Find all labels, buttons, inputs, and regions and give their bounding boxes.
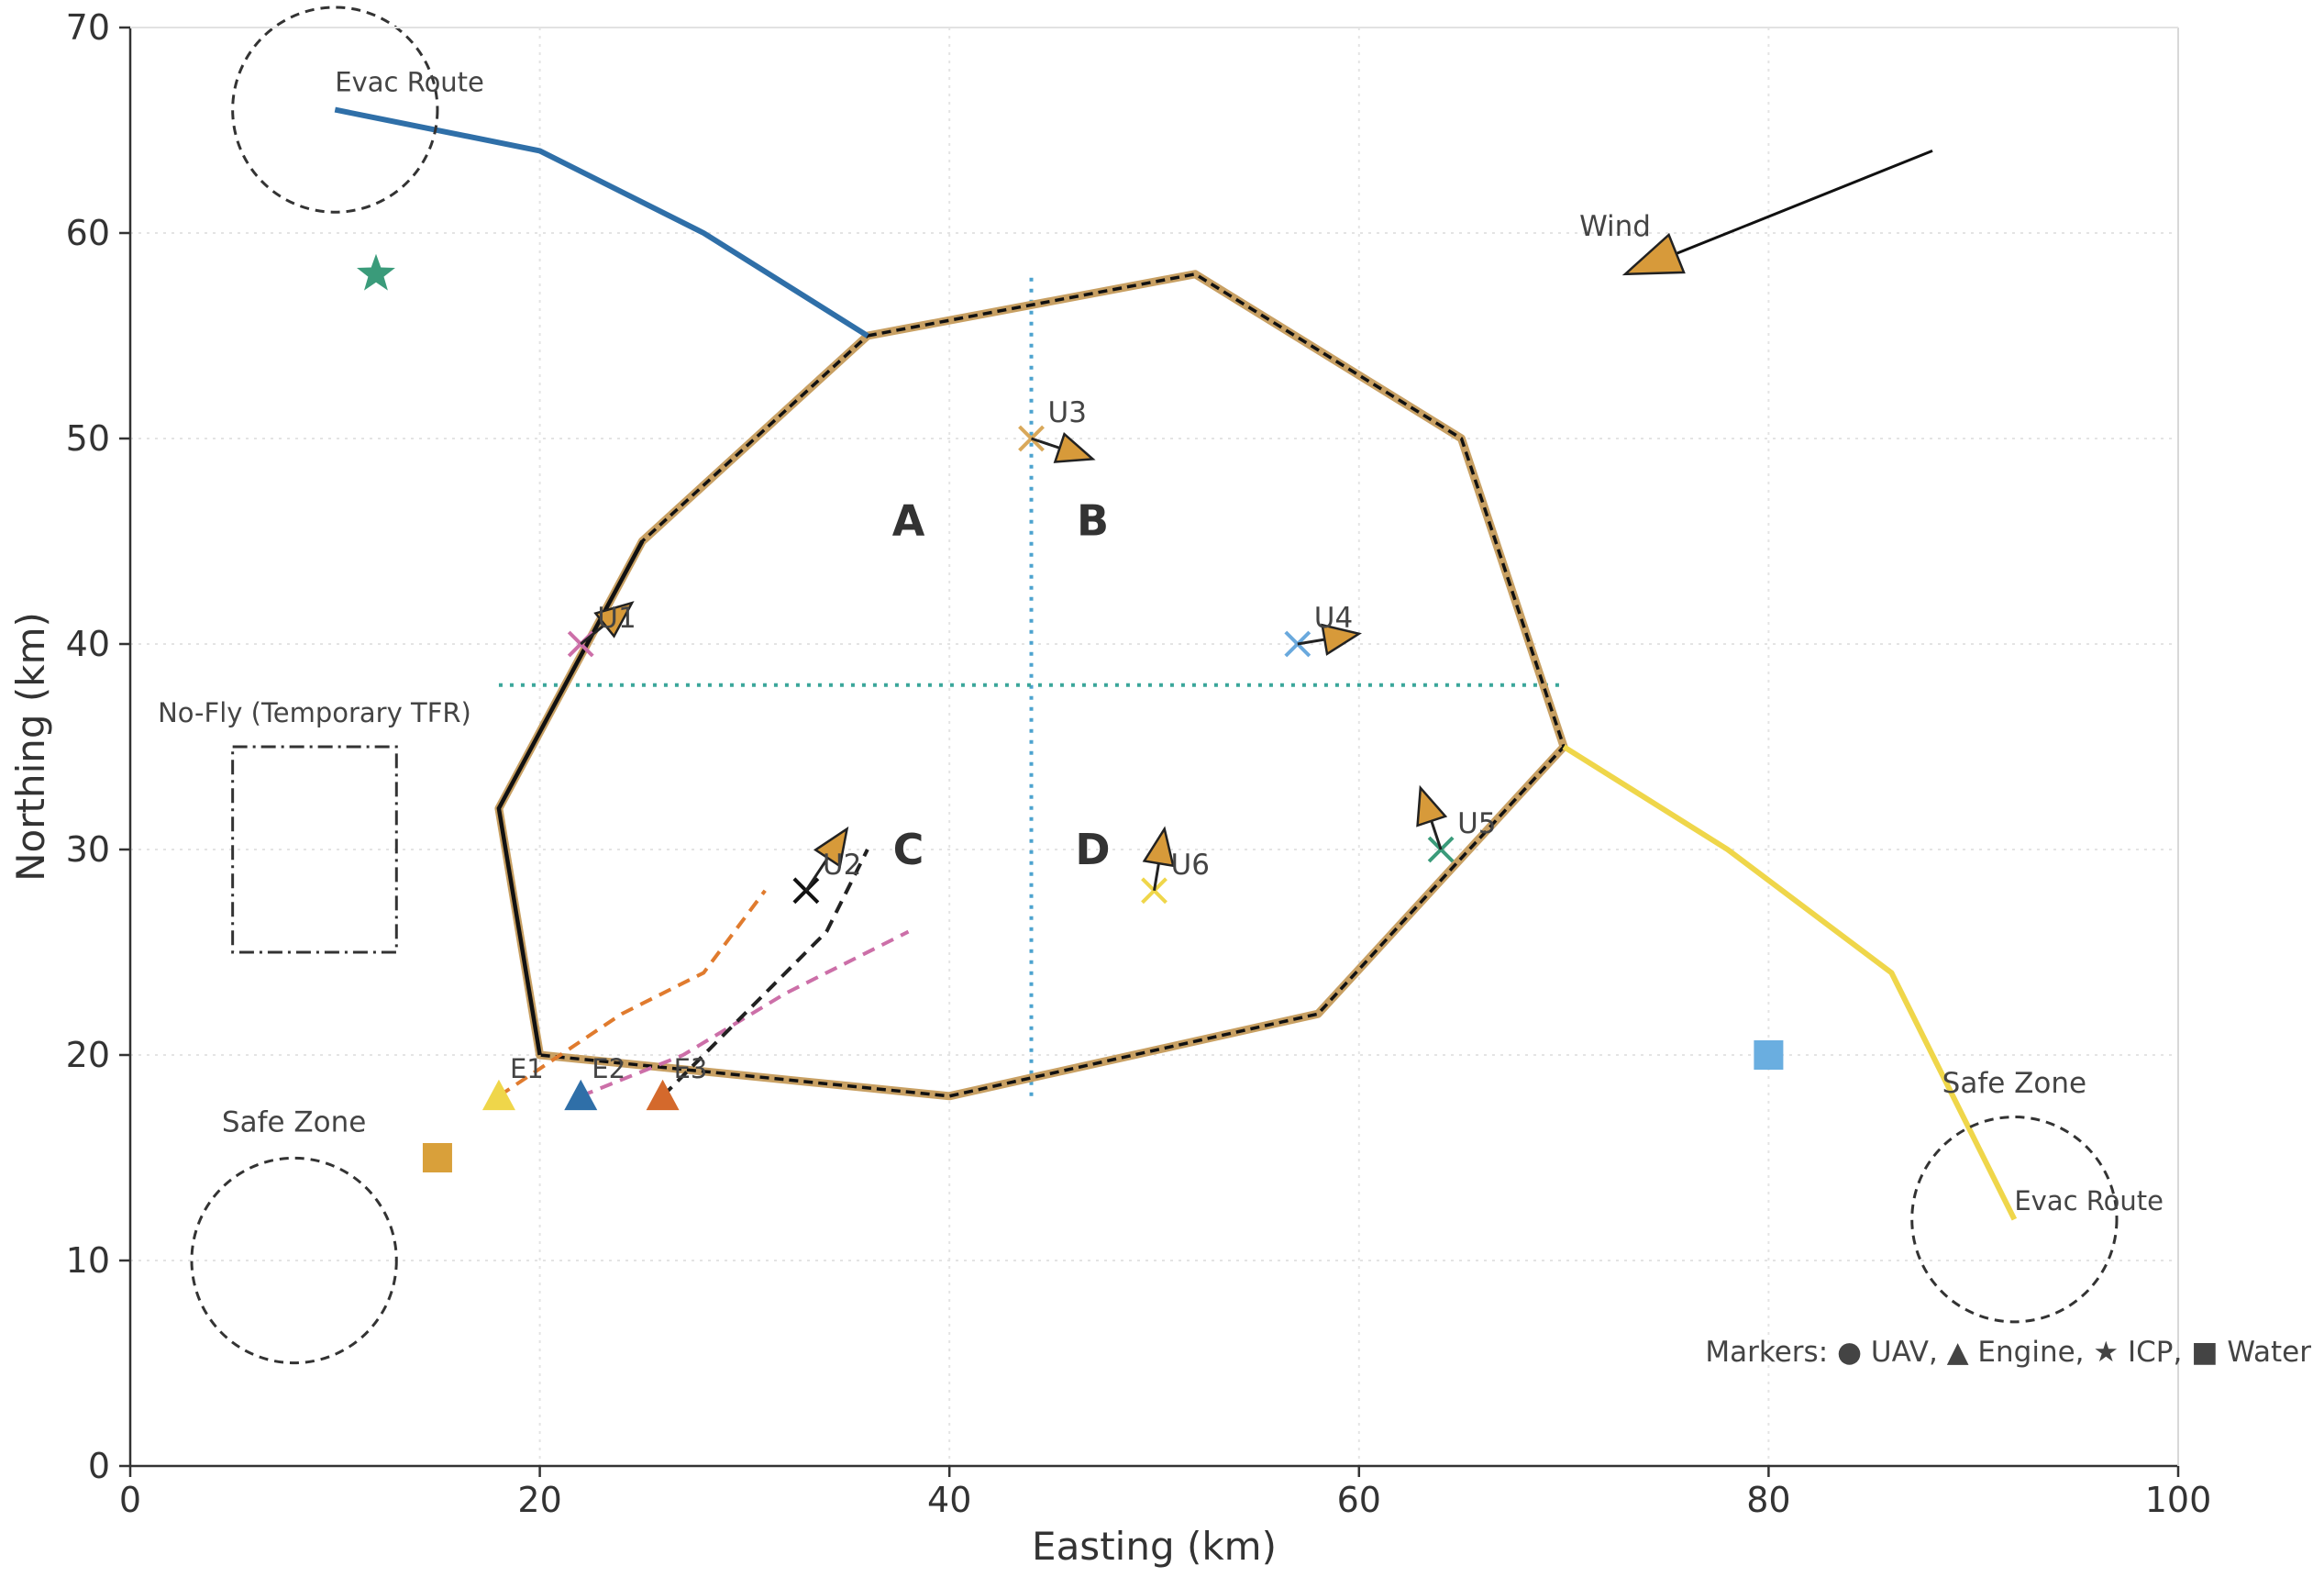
y-tick-label-0: 0 — [88, 1446, 110, 1486]
uav-heading-arrow-5 — [1416, 784, 1448, 827]
evac-route-label-2: Evac Route — [2014, 1185, 2164, 1216]
division-label-d: D — [1075, 825, 1110, 874]
uav-1 — [567, 601, 635, 658]
division-label-b: B — [1077, 496, 1109, 546]
uav-heading-arrow-4 — [1321, 623, 1362, 656]
uav-heading-arrow-2 — [813, 826, 849, 869]
engine-label-2: E2 — [592, 1053, 625, 1084]
safe-zone-circle-2 — [1910, 1116, 2119, 1324]
engine-marker-2 — [564, 1079, 598, 1111]
markers-group — [357, 150, 1933, 1172]
y-axis-label: Northing (km) — [8, 612, 53, 882]
y-tick-label-60: 60 — [66, 213, 110, 253]
uav-5 — [1416, 784, 1455, 863]
safe-zone-label-1: Safe Zone — [222, 1106, 366, 1139]
engine-path-3 — [661, 849, 869, 1098]
x-tick-label-80: 80 — [1746, 1480, 1790, 1520]
x-tick-label-100: 100 — [2145, 1480, 2212, 1520]
uav-label-3: U3 — [1048, 396, 1087, 429]
uav-label-4: U4 — [1314, 602, 1353, 635]
water-marker-1 — [422, 1143, 452, 1172]
uav-label-1: U1 — [597, 602, 636, 635]
no-fly-zone-label: No-Fly (Temporary TFR) — [158, 697, 471, 728]
uav-heading-arrow-6 — [1142, 826, 1175, 868]
engine-path-1 — [497, 889, 767, 1098]
safe-zone-circle-1 — [190, 1156, 398, 1365]
evac-route-label-1: Evac Route — [335, 67, 484, 98]
division-label-a: A — [892, 496, 925, 546]
engine-label-1: E1 — [510, 1053, 544, 1084]
wind-label: Wind — [1579, 210, 1651, 243]
evac-route-1 — [334, 106, 869, 339]
division-lines — [498, 273, 1565, 1096]
uav-heading-arrow-3 — [1053, 432, 1096, 463]
axes — [119, 26, 2180, 1477]
water-marker-2 — [1754, 1040, 1784, 1070]
icp-star-marker — [357, 253, 395, 291]
x-tick-label-0: 0 — [119, 1480, 141, 1520]
uav-heading-arrow-1 — [593, 601, 635, 639]
x-tick-label-40: 40 — [927, 1480, 971, 1520]
wind-arrow-head — [1621, 232, 1686, 276]
wind-arrow-line — [1658, 150, 1933, 262]
uav-label-2: U2 — [823, 849, 861, 882]
marker-legend-note: Markers: ● UAV, ▲ Engine, ★ ICP, ■ Water — [1705, 1336, 2311, 1369]
y-tick-label-20: 20 — [66, 1035, 110, 1075]
evac-routes-group — [334, 106, 2018, 1221]
fire-perimeter-group — [494, 270, 1568, 1101]
engine-label-3: E3 — [674, 1053, 708, 1084]
engine-paths-group — [497, 849, 910, 1098]
uav-6 — [1141, 826, 1175, 905]
x-tick-label-60: 60 — [1337, 1480, 1381, 1520]
uav-label-5: U5 — [1457, 807, 1496, 840]
engine-marker-1 — [481, 1079, 515, 1111]
y-tick-label-50: 50 — [66, 418, 110, 459]
evac-circle — [231, 6, 439, 214]
division-label-c: C — [893, 825, 924, 874]
engine-marker-3 — [646, 1079, 680, 1111]
zones-group — [190, 6, 2119, 1365]
uav-4 — [1284, 623, 1362, 658]
uav-2 — [792, 826, 849, 905]
engine-path-2 — [580, 929, 910, 1098]
safe-zone-label-2: Safe Zone — [1942, 1067, 2086, 1100]
grid — [129, 27, 2179, 1467]
x-tick-label-20: 20 — [517, 1480, 561, 1520]
x-axis-label: Easting (km) — [1032, 1524, 1277, 1569]
evac-route-2 — [1562, 744, 2018, 1221]
y-tick-label-40: 40 — [66, 624, 110, 664]
fire-perimeter-west-segment — [496, 539, 645, 1056]
no-fly-zone — [231, 745, 398, 954]
labels-group: U1 U2 U3 U4 U5 U6 E1 E2 E3 Wind A B C D Evac Route Evac… — [8, 7, 2311, 1569]
uav-3 — [1018, 425, 1096, 463]
y-tick-label-70: 70 — [66, 7, 110, 48]
y-tick-label-30: 30 — [66, 829, 110, 870]
uav-label-6: U6 — [1171, 849, 1210, 882]
y-tick-label-10: 10 — [66, 1240, 110, 1281]
